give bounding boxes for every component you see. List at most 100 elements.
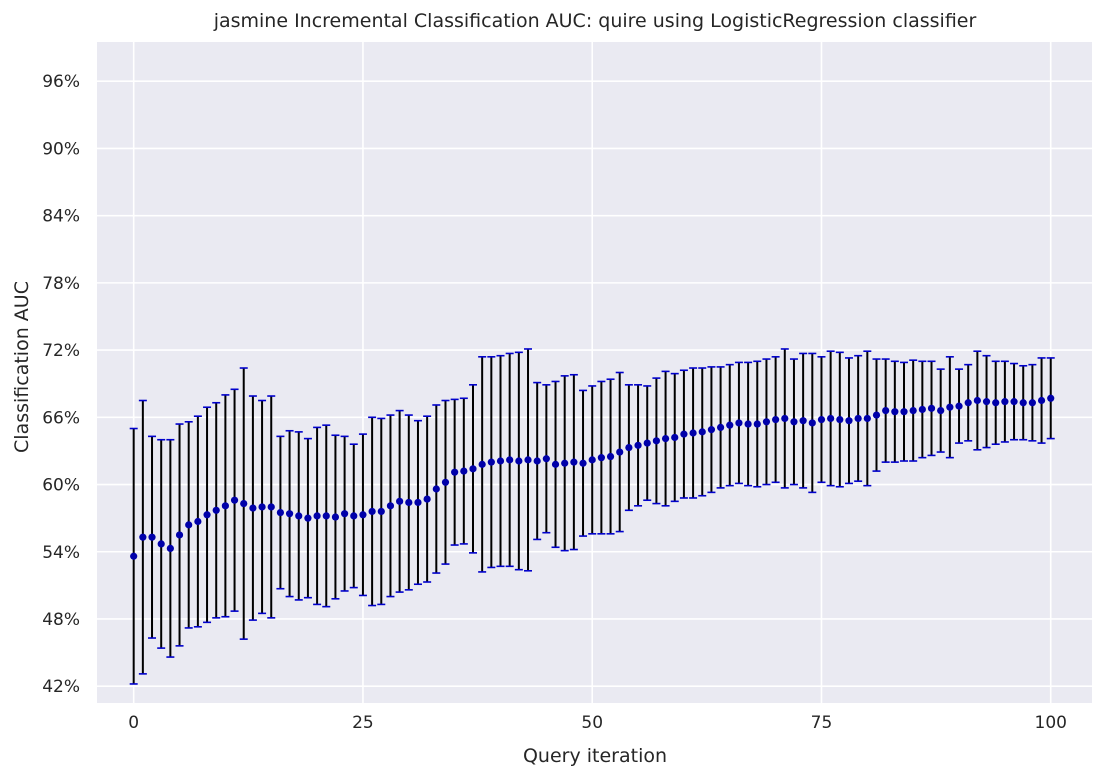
data-point bbox=[148, 533, 156, 541]
data-point bbox=[588, 456, 596, 464]
data-points bbox=[130, 394, 1055, 560]
data-point bbox=[1001, 398, 1009, 406]
data-point bbox=[496, 457, 505, 465]
data-point bbox=[1037, 396, 1046, 405]
data-point bbox=[964, 399, 972, 407]
data-point bbox=[845, 417, 853, 425]
data-point bbox=[478, 460, 486, 468]
data-point bbox=[772, 415, 780, 424]
data-point bbox=[139, 533, 147, 541]
data-point bbox=[762, 418, 771, 426]
data-point bbox=[175, 531, 184, 539]
x-tick-label: 25 bbox=[352, 713, 374, 733]
y-tick-label: 60% bbox=[42, 476, 80, 496]
data-point bbox=[817, 415, 826, 424]
x-tick-label: 50 bbox=[581, 713, 603, 733]
x-tick-label: 75 bbox=[811, 713, 833, 733]
x-tick-label: 0 bbox=[128, 713, 139, 733]
data-point bbox=[579, 459, 587, 467]
data-point bbox=[295, 512, 303, 520]
data-point bbox=[570, 458, 578, 466]
y-axis-label: Classification AUC bbox=[11, 281, 33, 453]
data-point bbox=[707, 426, 716, 434]
data-point bbox=[790, 418, 798, 426]
y-tick-labels: 42% 48% 54% 60% 66% 72% 78% 84% 90% 96% bbox=[42, 72, 80, 697]
data-point bbox=[221, 502, 229, 510]
data-point bbox=[735, 419, 743, 427]
data-point bbox=[597, 454, 605, 462]
data-point bbox=[973, 396, 981, 405]
data-point bbox=[992, 399, 1000, 407]
data-point bbox=[1019, 399, 1027, 407]
data-point bbox=[350, 512, 358, 520]
data-point bbox=[322, 512, 330, 520]
data-point bbox=[414, 498, 422, 507]
y-tick-label: 84% bbox=[42, 207, 80, 227]
data-point bbox=[515, 457, 523, 465]
data-point bbox=[799, 417, 807, 425]
data-point bbox=[753, 420, 761, 428]
data-point bbox=[616, 448, 624, 456]
y-tick-label: 78% bbox=[42, 274, 80, 294]
data-point bbox=[652, 437, 661, 445]
data-point bbox=[551, 460, 560, 468]
data-point bbox=[212, 506, 220, 514]
x-tick-labels: 0 25 50 75 100 bbox=[128, 713, 1067, 733]
x-axis-label: Query iteration bbox=[523, 745, 667, 767]
data-point bbox=[276, 508, 285, 517]
data-point bbox=[836, 415, 844, 424]
data-point bbox=[918, 405, 926, 414]
data-point bbox=[863, 414, 871, 423]
data-point bbox=[643, 439, 651, 447]
data-point bbox=[285, 510, 294, 518]
data-point bbox=[937, 406, 945, 415]
data-point bbox=[900, 408, 908, 416]
data-point bbox=[130, 552, 138, 560]
data-point bbox=[726, 421, 734, 429]
data-point bbox=[680, 430, 688, 438]
data-point bbox=[304, 514, 312, 522]
data-point bbox=[872, 411, 881, 419]
y-tick-label: 48% bbox=[42, 610, 80, 630]
data-point bbox=[854, 414, 862, 423]
data-point bbox=[460, 467, 468, 475]
data-point bbox=[909, 406, 917, 415]
chart-title: jasmine Incremental Classification AUC: … bbox=[213, 10, 977, 32]
x-tick-label: 100 bbox=[1035, 713, 1067, 733]
data-point bbox=[1010, 398, 1018, 406]
data-point bbox=[230, 496, 239, 504]
y-tick-label: 42% bbox=[42, 677, 80, 697]
data-point bbox=[166, 544, 174, 552]
data-point bbox=[185, 521, 193, 529]
data-point bbox=[469, 465, 477, 473]
y-tick-label: 54% bbox=[42, 543, 80, 563]
data-point bbox=[561, 459, 569, 467]
data-point bbox=[313, 512, 321, 520]
data-point bbox=[203, 511, 211, 519]
data-point bbox=[891, 408, 899, 416]
data-point bbox=[689, 429, 697, 437]
data-point bbox=[634, 441, 642, 449]
y-tick-label: 66% bbox=[42, 408, 80, 428]
data-point bbox=[982, 398, 991, 406]
data-point bbox=[744, 420, 752, 428]
data-point bbox=[606, 452, 615, 461]
data-point bbox=[258, 503, 266, 511]
data-point bbox=[533, 457, 541, 465]
data-point bbox=[423, 495, 431, 503]
data-point bbox=[506, 456, 514, 464]
data-point bbox=[249, 504, 257, 512]
data-point bbox=[487, 458, 495, 466]
data-point bbox=[671, 433, 679, 442]
y-tick-label: 72% bbox=[42, 341, 80, 361]
data-point bbox=[625, 443, 633, 452]
data-point bbox=[267, 503, 275, 511]
data-point bbox=[882, 406, 890, 415]
data-point bbox=[240, 499, 248, 508]
data-point bbox=[698, 428, 706, 436]
y-tick-label: 90% bbox=[42, 139, 80, 159]
data-point bbox=[341, 510, 349, 518]
data-point bbox=[157, 540, 165, 548]
